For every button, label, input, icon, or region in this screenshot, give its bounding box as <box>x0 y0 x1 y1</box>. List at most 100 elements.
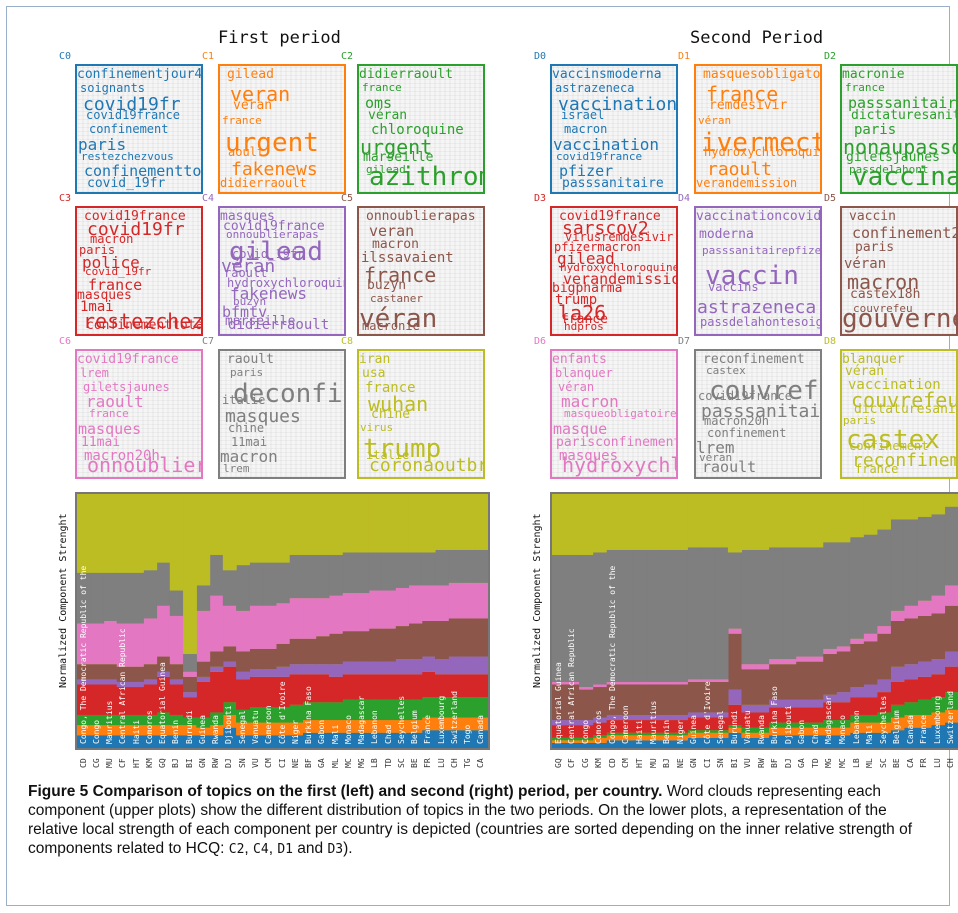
segment-D1-ML <box>863 722 878 733</box>
segment-C2-BI <box>183 717 197 726</box>
x-tick-label: RW <box>756 758 766 768</box>
segment-C2-GQ <box>156 712 171 726</box>
country-name-label: Burundi <box>184 710 194 744</box>
segment-C0-BJ <box>169 735 184 748</box>
cloud-word: passsanitairepfizer <box>702 244 822 257</box>
segment-C2-KM <box>143 714 158 726</box>
segment-D5-BI <box>727 633 743 690</box>
cloud-word: covid19france <box>556 150 643 163</box>
segment-D6-FR <box>917 600 932 616</box>
cloud-word: passdelahont <box>849 163 929 176</box>
segment-D0-DJ <box>782 735 797 748</box>
segment-D3-CG <box>579 725 594 738</box>
country-name-label: Monaco <box>837 715 847 744</box>
segment-C2-BJ <box>169 714 184 726</box>
segment-C5-CD <box>77 664 91 680</box>
segment-D3-FR <box>917 676 932 700</box>
cloud-word: macron <box>90 232 134 246</box>
x-tick-label: CD <box>607 758 617 768</box>
cloud-word: onnoublierapas <box>366 209 476 224</box>
segment-D6-GQ <box>552 681 567 685</box>
country-name-label: Belgium <box>410 710 420 744</box>
figure-caption: Figure 5 Comparison of topics on the fir… <box>28 782 938 859</box>
left-panel-label-C0: C0 <box>59 51 72 62</box>
segment-D1-VU <box>741 732 756 738</box>
segment-D3-TD <box>809 707 824 723</box>
cloud-word: buzyn <box>367 278 407 293</box>
segment-C0-LB <box>368 732 383 748</box>
cloud-word: pfizer <box>559 162 614 180</box>
segment-D5-NE <box>673 684 688 715</box>
segment-C4-MU <box>103 679 118 685</box>
x-tick-label: BJ <box>171 758 181 768</box>
series-C1 <box>77 714 488 736</box>
segment-C2-MC <box>342 699 357 721</box>
country-name-label: Cameroon <box>264 705 274 744</box>
cloud-word: france <box>706 82 779 106</box>
segment-D3-BE <box>890 681 905 705</box>
segment-D1-LB <box>849 722 864 733</box>
segment-D4-BI <box>727 689 743 705</box>
segment-C2-GN <box>196 717 211 728</box>
segment-D5-CI <box>700 681 715 713</box>
segment-C0-TD <box>381 732 396 748</box>
segment-C8-TD <box>381 494 396 553</box>
segment-D6-BF <box>768 659 783 665</box>
segment-C8-LB <box>368 494 383 553</box>
segment-C8-CM <box>262 494 277 563</box>
segment-C0-KM <box>143 735 158 748</box>
segment-D1-FR <box>917 714 932 728</box>
cloud-word: macron <box>220 447 278 466</box>
cloud-texture <box>696 66 820 192</box>
segment-D1-LU <box>930 712 946 726</box>
segment-C8-CD <box>77 494 91 573</box>
segment-D1-GQ <box>552 740 567 743</box>
segment-D7-CD <box>606 549 621 682</box>
cloud-word: france <box>845 81 885 94</box>
segment-D1-BF <box>768 727 783 736</box>
segment-C8-RW <box>209 494 224 555</box>
series-C7 <box>77 549 488 672</box>
segment-D3-VU <box>741 712 756 728</box>
cloud-word: vaccins <box>708 280 759 294</box>
segment-D0-VU <box>741 737 756 748</box>
segment-C2-CG <box>90 714 105 726</box>
segment-C2-MU <box>103 714 118 726</box>
segment-D8-ML <box>863 494 878 535</box>
segment-D4-BF <box>768 699 783 708</box>
cloud-word: véran <box>368 108 408 123</box>
x-tick-label: NE <box>290 758 300 768</box>
cloud-word: véran <box>359 304 438 334</box>
segment-D6-CG <box>579 687 594 690</box>
segment-D5-CG <box>579 689 594 721</box>
cloud-word: virusremdesivir <box>565 230 674 244</box>
right-y-axis-label: Normalized Component Strenght <box>532 513 543 688</box>
segment-D7-CM <box>619 549 634 682</box>
segment-C8-TG <box>461 494 476 550</box>
segment-C0-GA <box>315 732 330 748</box>
x-tick-label: GQ <box>553 758 563 768</box>
segment-D0-CG <box>579 742 594 748</box>
segment-C6-SN <box>236 610 250 652</box>
x-tick-label: GN <box>197 758 207 768</box>
caption-sep1: , <box>244 840 254 857</box>
segment-C2-LU <box>434 697 449 718</box>
country-name-label: Congo, The Democratic Republic of the <box>607 565 617 744</box>
segment-C6-CG <box>90 623 105 665</box>
segment-C3-GA <box>315 674 330 703</box>
segment-D6-MC <box>836 646 851 652</box>
series-C8 <box>77 494 488 655</box>
segment-C5-FR <box>421 621 436 657</box>
cloud-word: astrazeneca <box>555 81 635 95</box>
country-name-label: Monaco <box>343 715 353 744</box>
x-tick-label: DJ <box>783 758 793 768</box>
cloud-word: marseille <box>363 150 434 165</box>
x-tick-label: CI <box>277 758 287 768</box>
country-name-label: Mali <box>865 724 875 744</box>
segment-D7-CI <box>700 547 715 680</box>
segment-C4-ML <box>328 664 343 677</box>
segment-D3-BF <box>768 707 783 723</box>
segment-D6-ML <box>863 633 878 642</box>
segment-C8-DJ <box>222 494 237 571</box>
cloud-word: usa <box>362 366 386 381</box>
